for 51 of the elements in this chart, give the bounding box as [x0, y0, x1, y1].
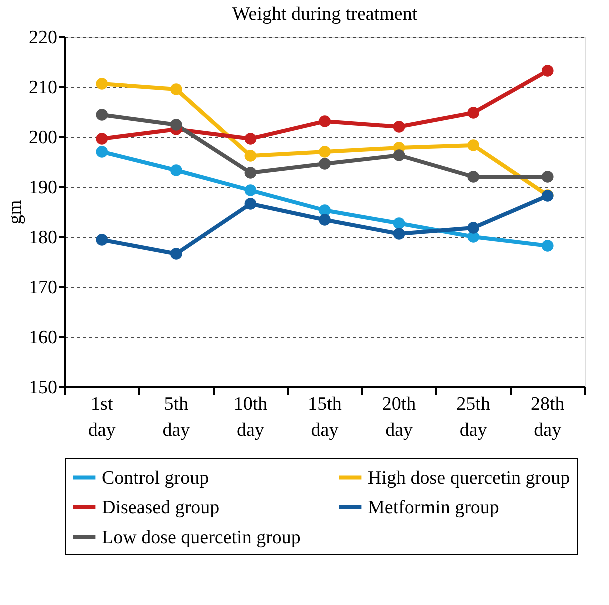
point — [170, 164, 182, 176]
point — [468, 222, 480, 234]
x-tick-label: 28th day — [530, 394, 566, 441]
x-tick-label: 20th day — [382, 394, 417, 441]
x-tick-label: 10th day — [234, 394, 268, 441]
point — [170, 84, 182, 96]
chart-title: Weight during treatment — [232, 4, 418, 25]
legend-label: High dose quercetin group — [368, 468, 570, 489]
y-tick-label: 210 — [29, 78, 58, 98]
point — [96, 234, 108, 246]
point — [542, 240, 554, 252]
point — [96, 133, 108, 145]
point — [244, 133, 257, 145]
x-tick-label: 1st day — [88, 394, 116, 441]
point — [468, 171, 480, 183]
y-tick-label: 200 — [29, 128, 58, 148]
point — [170, 119, 182, 131]
point — [393, 150, 406, 162]
y-tick-label: 160 — [29, 328, 58, 348]
point — [244, 184, 257, 196]
y-tick-label: 190 — [29, 178, 58, 198]
point — [319, 214, 331, 226]
point — [96, 78, 108, 90]
y-tick-label: 220 — [29, 28, 58, 48]
x-tick-label: 15th day — [308, 394, 342, 441]
point — [244, 198, 257, 210]
point — [319, 158, 331, 170]
point — [542, 171, 554, 183]
point — [393, 121, 406, 133]
legend-label: Metformin group — [368, 498, 500, 518]
x-tick-label: 25th day — [456, 394, 491, 441]
x-tick-label: 5th day — [162, 394, 191, 441]
point — [96, 109, 108, 121]
point — [244, 150, 257, 162]
legend-label: Low dose quercetin group — [102, 528, 301, 548]
y-axis-title: gm — [5, 200, 26, 225]
point — [244, 167, 257, 179]
point — [170, 248, 182, 260]
point — [542, 65, 554, 77]
point — [468, 140, 480, 152]
point — [393, 218, 406, 230]
y-tick-label: 180 — [29, 228, 58, 248]
point — [319, 116, 331, 128]
legend-label: Control group — [102, 468, 210, 489]
y-tick-label: 150 — [29, 378, 58, 398]
point — [96, 146, 108, 158]
y-tick-label: 170 — [29, 278, 58, 298]
point — [319, 146, 331, 158]
legend-label: Diseased group — [102, 498, 220, 518]
point — [393, 228, 406, 240]
point — [468, 107, 480, 119]
